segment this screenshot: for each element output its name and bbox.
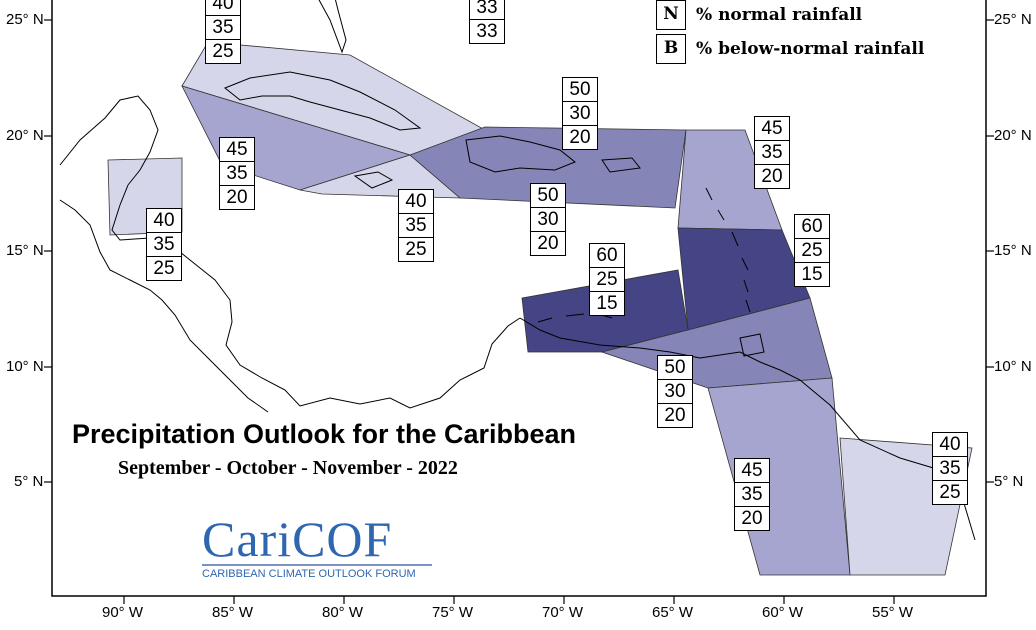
coastline-south-america-north xyxy=(519,317,976,541)
prob-value: 45 xyxy=(755,117,789,141)
region-hispaniola-puerto-rico xyxy=(409,126,687,209)
prob-box-guyana: 45 35 20 xyxy=(734,458,770,531)
coastline-puerto-rico xyxy=(601,157,641,173)
legend-normal-key: N xyxy=(656,0,686,30)
coastline-jamaica xyxy=(353,171,394,189)
lat-label-right-10: 10° N xyxy=(994,358,1032,375)
lat-label-left-10: 10° N xyxy=(6,358,44,375)
prob-value: 40 xyxy=(147,209,181,233)
prob-box-jamaica: 40 35 25 xyxy=(398,189,434,262)
map-title: Precipitation Outlook for the Caribbean xyxy=(72,419,577,449)
logo-name: CariCOF xyxy=(202,511,393,567)
prob-value: 35 xyxy=(220,162,254,186)
lon-label-85: 85° W xyxy=(212,604,254,621)
prob-value: 30 xyxy=(531,208,565,232)
prob-value: 60 xyxy=(590,244,624,268)
lat-label-right-15: 15° N xyxy=(994,242,1032,259)
prob-value: 25 xyxy=(405,239,427,260)
prob-box-windward-islands: 60 25 15 xyxy=(794,214,830,287)
lat-label-left-25: 25° N xyxy=(6,11,44,28)
logo-divider xyxy=(202,564,432,566)
prob-value: 35 xyxy=(206,16,240,40)
prob-value: 45 xyxy=(735,459,769,483)
prob-value: 20 xyxy=(569,127,591,148)
legend-below-normal-key: B xyxy=(656,34,686,64)
axis-ticks xyxy=(44,19,994,604)
prob-box-turks-caicos: 33 33 xyxy=(469,0,505,44)
map-subtitle: September - October - November - 2022 xyxy=(118,457,458,479)
prob-value: 50 xyxy=(531,184,565,208)
prob-box-bahamas-north: 40 35 25 xyxy=(205,0,241,64)
lat-label-right-20: 20° N xyxy=(994,127,1032,144)
lon-label-70: 70° W xyxy=(542,604,584,621)
prob-value: 25 xyxy=(939,482,961,503)
prob-value: 20 xyxy=(664,405,686,426)
prob-value: 20 xyxy=(741,508,763,529)
prob-value: 33 xyxy=(476,21,498,42)
prob-value: 15 xyxy=(596,293,618,314)
coastline-lesser-antilles xyxy=(705,187,751,313)
prob-value: 25 xyxy=(590,268,624,292)
prob-box-leeward-islands: 45 35 20 xyxy=(754,116,790,189)
lon-label-55: 55° W xyxy=(872,604,914,621)
prob-value: 35 xyxy=(399,214,433,238)
prob-box-belize: 40 35 25 xyxy=(146,208,182,281)
prob-value: 60 xyxy=(795,215,829,239)
lon-label-75: 75° W xyxy=(432,604,474,621)
prob-value: 35 xyxy=(147,233,181,257)
prob-value: 33 xyxy=(470,0,504,20)
lat-label-left-15: 15° N xyxy=(6,242,44,259)
coastline-yucatan xyxy=(59,95,159,186)
lat-label-right-25: 25° N xyxy=(994,11,1032,28)
prob-box-abc-islands: 60 25 15 xyxy=(589,243,625,316)
prob-value: 20 xyxy=(537,233,559,254)
prob-value: 35 xyxy=(735,483,769,507)
prob-value: 25 xyxy=(212,41,234,62)
prob-box-hispaniola-puerto-rico: 50 30 20 xyxy=(562,77,598,150)
prob-box-hispaniola-south: 50 30 20 xyxy=(530,183,566,256)
lat-label-left-20: 20° N xyxy=(6,127,44,144)
coastline-trinidad xyxy=(739,333,765,357)
prob-box-cuba: 45 35 20 xyxy=(219,137,255,210)
prob-value: 40 xyxy=(933,433,967,457)
prob-value: 50 xyxy=(563,78,597,102)
prob-value: 45 xyxy=(220,138,254,162)
prob-value: 40 xyxy=(206,0,240,16)
prob-value: 25 xyxy=(153,258,175,279)
prob-value: 15 xyxy=(801,264,823,285)
prob-value: 20 xyxy=(761,166,783,187)
caricof-logo: CariCOF CARIBBEAN CLIMATE OUTLOOK FORUM xyxy=(202,511,432,580)
coastline-hispaniola xyxy=(465,135,576,173)
lon-label-90: 90° W xyxy=(102,604,144,621)
coastline-florida xyxy=(318,0,347,54)
lon-label-65: 65° W xyxy=(652,604,694,621)
legend-below-normal-label: % below-normal rainfall xyxy=(696,39,925,59)
coastline-mexico-pacific xyxy=(59,199,269,413)
prob-box-suriname-french-guiana: 40 35 25 xyxy=(932,432,968,505)
prob-value: 30 xyxy=(563,102,597,126)
prob-value: 25 xyxy=(795,239,829,263)
lon-label-80: 80° W xyxy=(322,604,364,621)
legend-below-normal: B % below-normal rainfall xyxy=(656,34,924,64)
lat-label-left-5: 5° N xyxy=(14,473,44,490)
prob-value: 20 xyxy=(226,187,248,208)
lat-label-right-5: 5° N xyxy=(994,473,1024,490)
legend-normal-label: % normal rainfall xyxy=(696,5,863,25)
prob-box-trinidad: 50 30 20 xyxy=(657,355,693,428)
lon-label-60: 60° W xyxy=(762,604,804,621)
prob-value: 35 xyxy=(755,141,789,165)
logo-tagline: CARIBBEAN CLIMATE OUTLOOK FORUM xyxy=(202,568,416,580)
prob-value: 35 xyxy=(933,457,967,481)
prob-value: 50 xyxy=(658,356,692,380)
prob-value: 30 xyxy=(658,380,692,404)
prob-value: 40 xyxy=(399,190,433,214)
legend-normal: N % normal rainfall xyxy=(656,0,862,30)
coastline-cuba xyxy=(224,71,422,131)
